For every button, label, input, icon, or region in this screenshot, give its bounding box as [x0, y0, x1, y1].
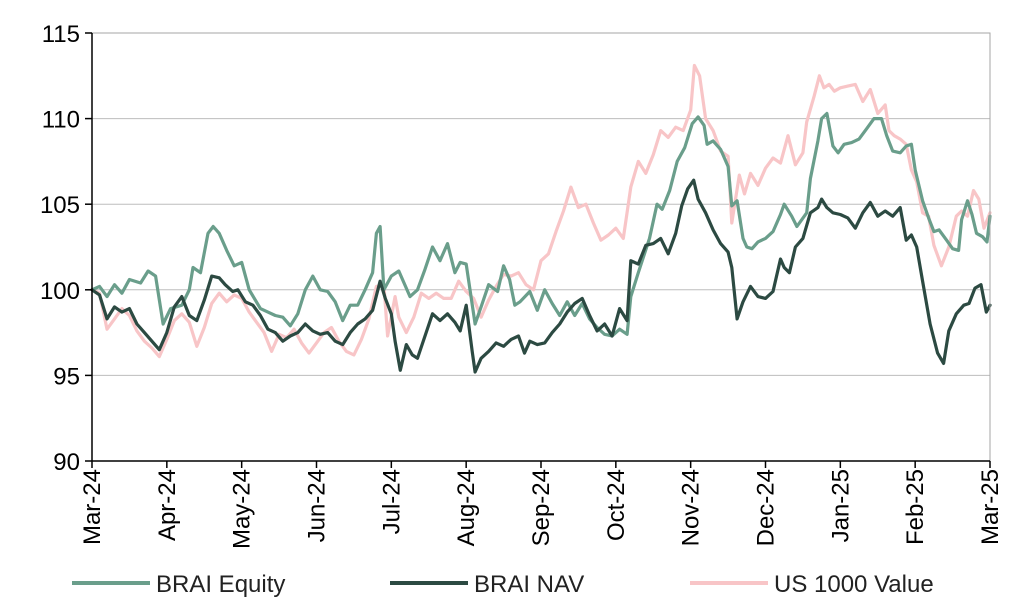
- y-tick-label-105: 105: [40, 192, 80, 219]
- legend-label-us-1000-value: US 1000 Value: [774, 571, 934, 598]
- legend-label-brai-equity: BRAI Equity: [156, 571, 285, 598]
- x-tick-label-Sep-24: Sep-24: [528, 469, 555, 546]
- y-tick-label-90: 90: [53, 449, 80, 476]
- y-axis-labels: 90 95 100 105 110 115: [40, 21, 80, 476]
- series-line-brai-equity: [90, 111, 992, 338]
- y-tick-label-95: 95: [53, 363, 80, 390]
- x-tick-label-Feb-25: Feb-25: [902, 469, 929, 545]
- y-tick-label-110: 110: [42, 107, 80, 134]
- x-tick-label-Apr-24: Apr-24: [154, 469, 181, 541]
- x-tick-label-Jan-25: Jan-25: [827, 469, 854, 542]
- series-line-brai-nav: [90, 178, 992, 374]
- x-tick-label-May-24: May-24: [229, 469, 256, 549]
- x-tick-label-Oct-24: Oct-24: [603, 469, 630, 541]
- series-line-us-1000-value: [90, 63, 992, 359]
- y-tick-label-100: 100: [40, 278, 80, 305]
- x-tick-label-Mar-25: Mar-25: [977, 469, 1004, 545]
- x-tick-label-Dec-24: Dec-24: [753, 469, 780, 546]
- grid-lines: [92, 118, 990, 376]
- x-tick-label-Nov-24: Nov-24: [678, 469, 705, 546]
- y-tick-label-115: 115: [42, 21, 80, 48]
- x-tick-label-Mar-24: Mar-24: [79, 469, 106, 545]
- legend: BRAI Equity BRAI NAV US 1000 Value: [72, 571, 934, 598]
- axes: [85, 32, 991, 468]
- series-lines: [90, 63, 992, 374]
- x-axis-labels: Mar-24 Apr-24 May-24 Jun-24 Jul-24 Aug-24 Sep-…: [79, 469, 1004, 549]
- x-tick-label-Jul-24: Jul-24: [378, 469, 405, 534]
- x-tick-label-Jun-24: Jun-24: [304, 469, 331, 542]
- x-tick-label-Aug-24: Aug-24: [453, 469, 480, 546]
- legend-label-brai-nav: BRAI NAV: [474, 571, 584, 598]
